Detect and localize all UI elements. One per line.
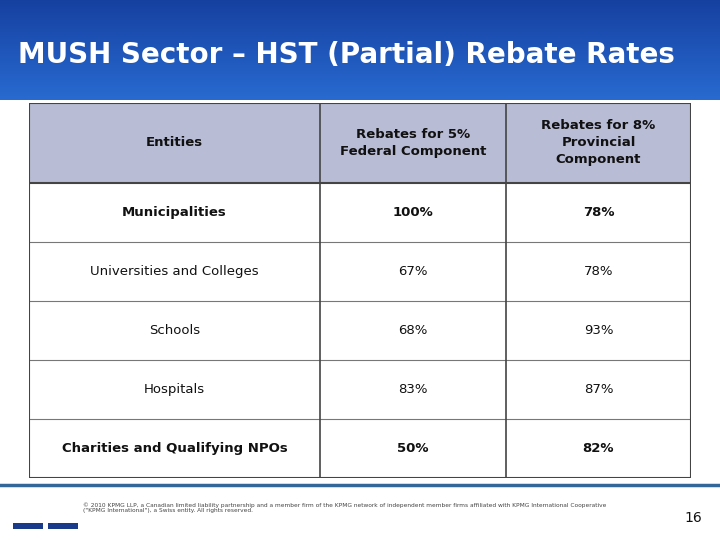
Text: Hospitals: Hospitals — [144, 383, 205, 396]
Bar — [13, 526, 43, 529]
Bar — [29, 242, 691, 301]
Text: 68%: 68% — [398, 324, 428, 337]
Text: Charities and Qualifying NPOs: Charities and Qualifying NPOs — [62, 442, 287, 455]
Text: 16: 16 — [684, 511, 702, 525]
Text: 78%: 78% — [584, 265, 613, 278]
Text: Rebates for 5%
Federal Component: Rebates for 5% Federal Component — [340, 128, 486, 158]
Text: 100%: 100% — [392, 206, 433, 219]
Bar — [29, 103, 691, 183]
Bar — [13, 523, 43, 526]
Bar — [48, 523, 78, 526]
Text: Schools: Schools — [149, 324, 200, 337]
Text: 82%: 82% — [582, 442, 614, 455]
Text: Entities: Entities — [146, 137, 203, 150]
Text: 93%: 93% — [584, 324, 613, 337]
Text: Rebates for 8%
Provincial
Component: Rebates for 8% Provincial Component — [541, 119, 656, 166]
Text: 83%: 83% — [398, 383, 428, 396]
Text: 78%: 78% — [582, 206, 614, 219]
Text: © 2010 KPMG LLP, a Canadian limited liability partnership and a member firm of t: © 2010 KPMG LLP, a Canadian limited liab… — [83, 502, 606, 514]
Text: 87%: 87% — [584, 383, 613, 396]
Bar — [29, 183, 691, 242]
Text: Universities and Colleges: Universities and Colleges — [90, 265, 259, 278]
Text: 50%: 50% — [397, 442, 428, 455]
Text: Municipalities: Municipalities — [122, 206, 227, 219]
Text: 67%: 67% — [398, 265, 428, 278]
Bar — [29, 301, 691, 360]
Bar — [29, 360, 691, 419]
Bar — [29, 419, 691, 478]
Text: MUSH Sector – HST (Partial) Rebate Rates: MUSH Sector – HST (Partial) Rebate Rates — [18, 41, 675, 69]
Bar — [48, 526, 78, 529]
